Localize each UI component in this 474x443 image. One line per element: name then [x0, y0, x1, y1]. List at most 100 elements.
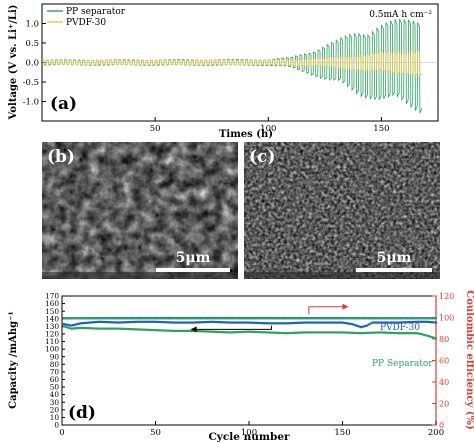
point-pvdf-30-capacity — [350, 322, 353, 326]
point-pp-separator-ce — [304, 317, 306, 320]
point-pp-separator-capacity — [292, 331, 295, 334]
point-pp-separator-ce — [384, 317, 387, 320]
point-pp-separator-ce — [285, 317, 288, 320]
series-label-pvdf-30: PVDF-30 — [380, 323, 420, 333]
point-pp-separator-ce — [354, 317, 357, 320]
point-pp-separator-ce — [158, 317, 161, 320]
point-pvdf-30-capacity — [384, 321, 387, 324]
point-pp-separator-ce — [276, 317, 278, 320]
point-pvdf-30-capacity — [130, 320, 133, 324]
panel-d-y-tick-label: 20 — [50, 405, 60, 414]
point-pp-separator-capacity — [145, 328, 148, 331]
point-pp-separator-capacity — [388, 331, 391, 334]
point-pp-separator-capacity — [154, 329, 157, 332]
point-pp-separator-capacity — [178, 329, 181, 333]
point-pp-separator-ce — [365, 317, 368, 320]
point-pp-separator-capacity — [322, 331, 325, 334]
point-pvdf-30-capacity — [369, 322, 372, 325]
point-pp-separator-capacity — [180, 329, 183, 333]
point-pp-separator-ce — [122, 317, 125, 320]
point-pvdf-30-capacity — [328, 321, 331, 324]
point-pp-separator-capacity — [421, 333, 425, 336]
legend-label-pp-separator: PP separator — [66, 7, 126, 17]
point-pvdf-30-capacity — [360, 326, 363, 329]
point-pp-separator-ce — [264, 317, 267, 320]
point-pp-separator-capacity — [341, 331, 344, 334]
point-pp-separator-capacity — [70, 327, 73, 330]
point-pp-separator-capacity — [317, 331, 320, 334]
point-pvdf-30-capacity — [268, 322, 271, 325]
point-pp-separator-capacity — [160, 329, 163, 332]
point-pp-separator-ce — [343, 317, 346, 320]
point-pp-separator-capacity — [227, 331, 230, 334]
point-pp-separator-ce — [306, 317, 308, 320]
point-pp-separator-ce — [192, 317, 194, 320]
point-pvdf-30-capacity — [236, 321, 239, 324]
point-pp-separator-ce — [298, 317, 301, 320]
point-pvdf-30-capacity — [393, 321, 396, 324]
panel-a: 1.0 0.5 0.0 -0.5 -1.0 50 100 150 PP separator … — [8, 3, 439, 140]
point-pvdf-30-capacity — [128, 321, 131, 324]
point-pp-separator-ce — [294, 317, 297, 320]
point-pp-separator-ce — [195, 317, 198, 320]
point-pvdf-30-capacity — [421, 320, 425, 323]
panel-d-x-tick-label: 150 — [334, 428, 350, 438]
point-pp-separator-ce — [429, 317, 432, 320]
point-pvdf-30-capacity — [419, 320, 423, 323]
point-pp-separator-ce — [212, 317, 215, 320]
point-pvdf-30-capacity — [429, 321, 432, 324]
point-pp-separator-ce — [416, 317, 419, 320]
point-pvdf-30-capacity — [253, 321, 256, 324]
point-pp-separator-capacity — [100, 327, 103, 330]
panel-d-y-tick-label: 70 — [50, 367, 60, 376]
point-pvdf-30-capacity — [356, 324, 359, 327]
point-pvdf-30-capacity — [339, 321, 342, 324]
point-pvdf-30-capacity — [412, 320, 415, 324]
point-pp-separator-ce — [76, 317, 78, 320]
point-pvdf-30-capacity — [246, 321, 249, 324]
panel-d-y-tick-label: 50 — [50, 383, 60, 392]
point-pp-separator-ce — [397, 317, 400, 320]
point-pp-separator-ce — [337, 317, 340, 320]
point-pp-separator-capacity — [167, 329, 170, 332]
point-pp-separator-ce — [341, 317, 344, 320]
point-pp-separator-ce — [165, 317, 168, 320]
point-pvdf-30-capacity — [298, 321, 301, 324]
point-pp-separator-ce — [64, 317, 67, 320]
point-pp-separator-ce — [330, 317, 333, 320]
point-pp-separator-ce — [163, 317, 166, 320]
point-pvdf-30-capacity — [143, 320, 146, 323]
point-pvdf-30-capacity — [208, 320, 211, 323]
point-pvdf-30-capacity — [318, 321, 322, 324]
point-pp-separator-ce — [233, 317, 235, 320]
point-pp-separator-capacity — [283, 332, 286, 335]
point-pp-separator-capacity — [302, 331, 305, 334]
point-pvdf-30-capacity — [274, 322, 277, 325]
point-pp-separator-ce — [184, 317, 187, 320]
point-pp-separator-capacity — [416, 332, 419, 335]
point-pvdf-30-capacity — [332, 321, 335, 324]
point-pp-separator-capacity — [236, 331, 239, 334]
point-pp-separator-capacity — [373, 331, 376, 334]
panel-d-right-tick-label: 20 — [439, 400, 449, 409]
point-pp-separator-ce — [238, 317, 241, 320]
point-pvdf-30-capacity — [72, 324, 75, 327]
point-pp-separator-capacity — [189, 329, 193, 333]
point-pp-separator-ce — [242, 317, 245, 320]
point-pvdf-30-capacity — [156, 320, 159, 323]
point-pp-separator-capacity — [72, 327, 75, 330]
point-pvdf-30-capacity — [427, 320, 430, 324]
panel-d-right-y-ticks: 0 20 40 60 80 100 120 — [432, 292, 454, 430]
point-pp-separator-capacity — [126, 327, 129, 331]
point-pvdf-30-capacity — [375, 321, 378, 324]
point-pp-separator-ce — [229, 317, 232, 320]
point-pp-separator-ce — [345, 317, 348, 320]
point-pp-separator-ce — [208, 317, 211, 320]
point-pp-separator-ce — [145, 317, 148, 320]
point-pvdf-30-capacity — [315, 321, 318, 324]
point-pp-separator-ce — [79, 317, 82, 320]
point-pvdf-30-capacity — [251, 321, 254, 324]
point-pp-separator-capacity — [354, 331, 357, 335]
point-pp-separator-ce — [407, 317, 409, 320]
point-pvdf-30-capacity — [260, 321, 264, 325]
